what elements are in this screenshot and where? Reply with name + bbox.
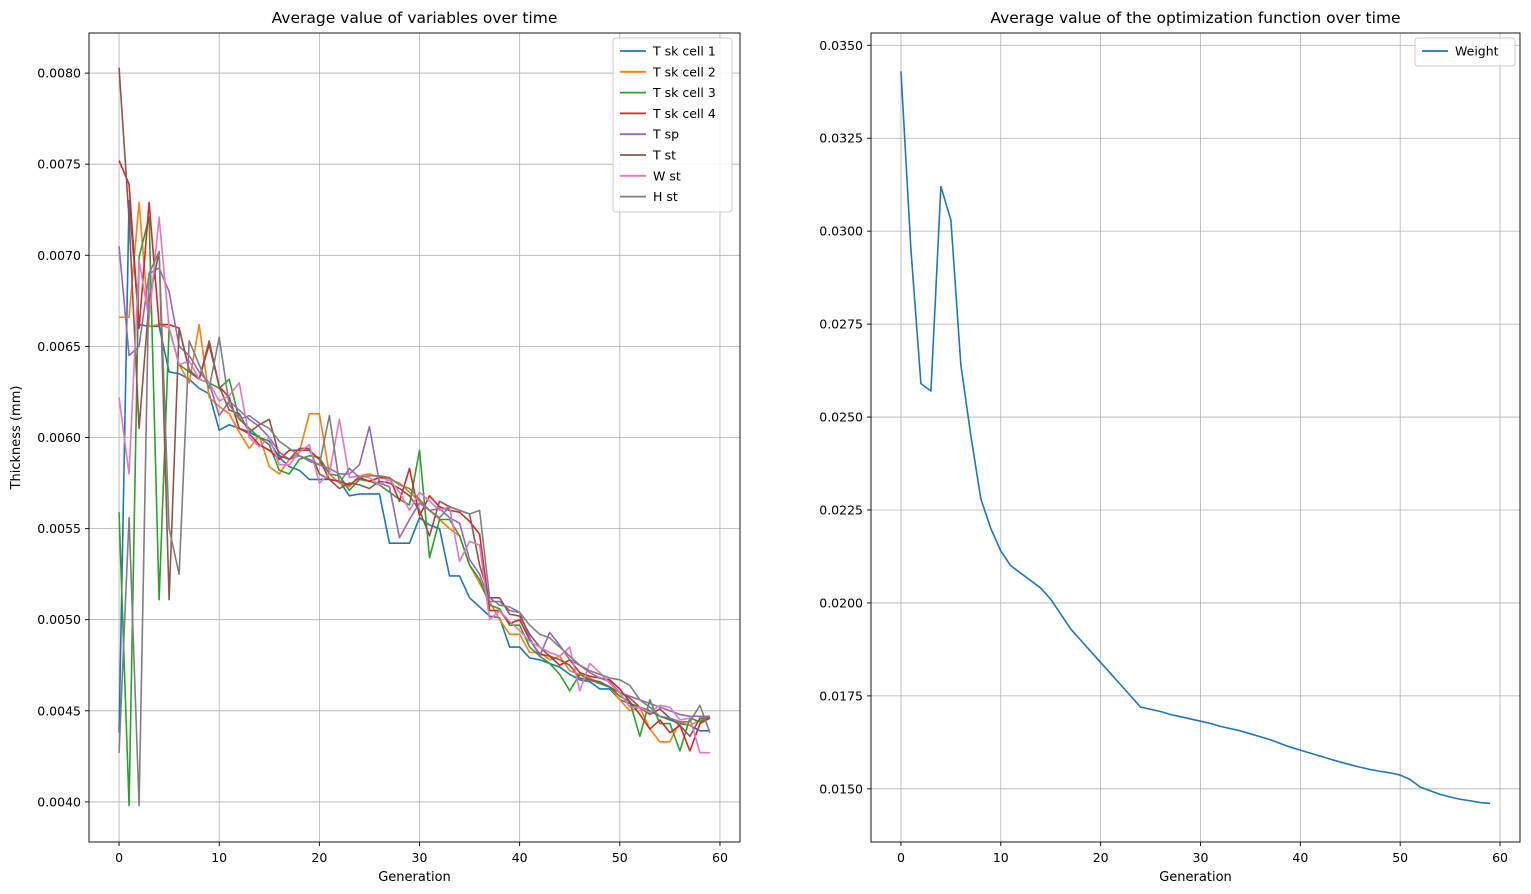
legend-box [1414, 37, 1516, 67]
y-tick-label: 0.0200 [819, 595, 863, 610]
y-tick-label: 0.0050 [37, 612, 81, 627]
x-tick-label: 40 [512, 850, 528, 865]
x-tick-label: 0 [897, 850, 905, 865]
legend-label-h-st: H st [653, 189, 678, 204]
x-tick-label: 0 [115, 850, 123, 865]
series-line-t-sk-cell-2 [119, 201, 711, 743]
legend: T sk cell 1 T sk cell 2 T sk cell 3 T sk ce… [612, 37, 733, 213]
x-tick-label: 60 [712, 850, 728, 865]
y-tick-label: 0.0070 [37, 248, 81, 263]
legend-label-t-sk-cell-3: T sk cell 3 [652, 85, 716, 100]
x-tick-label: 30 [1193, 850, 1209, 865]
x-tick-label: 10 [993, 850, 1009, 865]
legend-label-t-sk-cell-4: T sk cell 4 [652, 106, 716, 121]
y-tick-label: 0.0045 [37, 703, 81, 718]
x-axis-label: Generation [378, 870, 451, 885]
x-tick-label: 10 [211, 850, 227, 865]
series-line-h-st [118, 250, 711, 807]
series-line-t-sk-cell-1 [118, 199, 710, 733]
y-tick-label: 0.0275 [819, 317, 863, 332]
y-tick-label: 0.0350 [819, 38, 863, 53]
y-tick-label: 0.0150 [819, 781, 863, 796]
y-tick-label: 0.0060 [37, 430, 81, 445]
series-line-t-sk-cell-4 [118, 160, 711, 752]
y-tick-label: 0.0055 [37, 521, 81, 536]
legend-label-t-sk-cell-1: T sk cell 1 [652, 44, 716, 59]
legend-label-weight: Weight [1455, 44, 1499, 59]
x-axis-label: Generation [1159, 870, 1232, 885]
series-line-w-st [118, 216, 710, 754]
y-tick-label: 0.0065 [37, 339, 81, 354]
legend-label-t-sk-cell-2: T sk cell 2 [652, 64, 716, 79]
y-tick-label: 0.0225 [819, 502, 863, 517]
y-tick-label: 0.0075 [37, 157, 81, 172]
y-axis-label: Thickness (mm) [9, 386, 24, 491]
y-tick-label: 0.0175 [819, 688, 863, 703]
legend: Weight [1414, 37, 1516, 67]
y-tick-label: 0.0250 [819, 410, 863, 425]
y-tick-label: 0.0325 [819, 131, 863, 146]
x-tick-label: 30 [412, 850, 428, 865]
y-tick-label: 0.0080 [37, 66, 81, 81]
y-tick-label: 0.0040 [37, 794, 81, 809]
legend-box [612, 37, 733, 213]
chart-title: Average value of variables over time [272, 9, 558, 27]
optimization-function-chart: 0 10 20 30 40 50 60 0.0150 0.0175 0.0200 0.0225 0.0… [819, 9, 1521, 885]
legend-label-t-sp: T sp [652, 127, 679, 142]
variables-chart: 0 10 20 30 40 50 60 0.0040 0.0045 0.0050 0.0055 0.0… [9, 9, 741, 885]
series-line-t-sp [118, 246, 710, 718]
x-tick-label: 40 [1292, 850, 1308, 865]
x-tick-label: 20 [311, 850, 327, 865]
legend-label-w-st: W st [653, 168, 681, 183]
x-tick-label: 20 [1093, 850, 1109, 865]
plot-frame [870, 32, 1521, 843]
x-tick-label: 50 [1392, 850, 1408, 865]
series-line-weight [900, 71, 1491, 805]
y-tick-label: 0.0300 [819, 224, 863, 239]
x-tick-label: 50 [612, 850, 628, 865]
chart-title: Average value of the optimization functi… [990, 9, 1400, 27]
legend-label-t-st: T st [652, 148, 676, 163]
x-tick-label: 60 [1492, 850, 1508, 865]
series-line-t-st [118, 67, 710, 738]
